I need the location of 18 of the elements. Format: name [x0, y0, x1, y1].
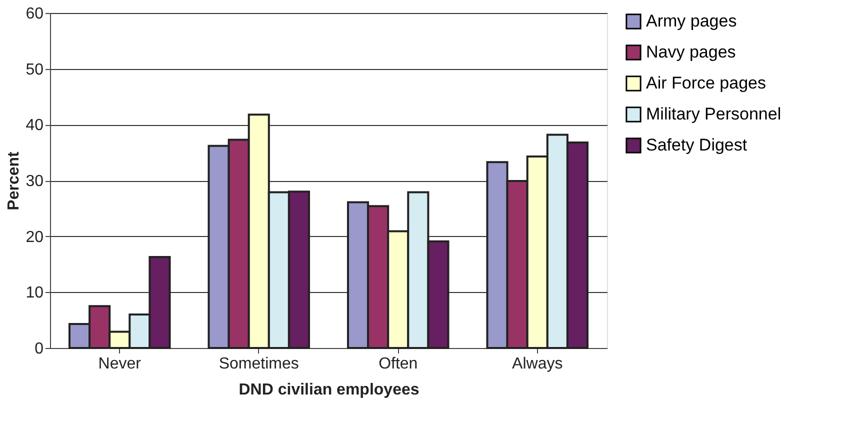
legend-label: Navy pages — [646, 42, 736, 62]
y-tick-label: 40 — [26, 117, 44, 134]
legend-label: Military Personnel — [646, 104, 782, 124]
y-tick-label: 10 — [26, 284, 44, 302]
y-tick-label: 20 — [26, 228, 44, 246]
y-tick-label: 30 — [26, 173, 44, 190]
y-tick-label: 50 — [26, 61, 44, 78]
x-axis-title: DND civilian employees — [238, 382, 420, 398]
x-tick-label: Often — [378, 356, 418, 372]
x-tick-label: Sometimes — [218, 356, 299, 372]
y-tick-label: 0 — [34, 340, 44, 358]
y-tick-label: 60 — [26, 6, 44, 22]
legend-label: Army pages — [646, 12, 737, 30]
x-tick-label: Always — [512, 356, 563, 372]
y-axis-title: Percent — [6, 150, 23, 210]
x-tick-label: Never — [98, 356, 142, 372]
legend-label: Air Force pages — [646, 74, 766, 92]
legend-label: Safety Digest — [646, 136, 748, 154]
